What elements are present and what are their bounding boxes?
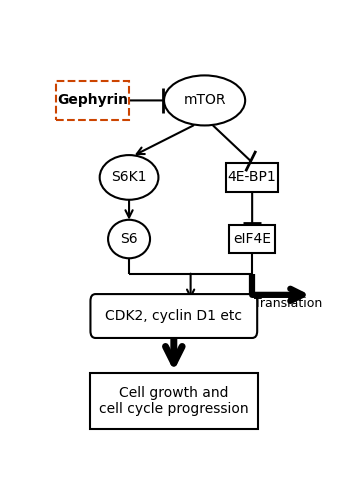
FancyBboxPatch shape <box>56 81 129 120</box>
Text: 4E-BP1: 4E-BP1 <box>228 170 277 184</box>
FancyBboxPatch shape <box>229 224 275 254</box>
Text: Translation: Translation <box>253 297 322 310</box>
Text: S6K1: S6K1 <box>111 170 147 184</box>
Ellipse shape <box>164 76 245 126</box>
Ellipse shape <box>108 220 150 258</box>
Text: CDK2, cyclin D1 etc: CDK2, cyclin D1 etc <box>105 309 242 323</box>
FancyBboxPatch shape <box>90 373 258 428</box>
Text: mTOR: mTOR <box>183 94 226 108</box>
Text: Gephyrin: Gephyrin <box>57 94 128 108</box>
Ellipse shape <box>100 155 158 200</box>
FancyBboxPatch shape <box>91 294 257 338</box>
Text: Cell growth and
cell cycle progression: Cell growth and cell cycle progression <box>99 386 249 416</box>
Text: eIF4E: eIF4E <box>233 232 271 246</box>
Text: S6: S6 <box>120 232 138 246</box>
FancyBboxPatch shape <box>226 163 278 192</box>
